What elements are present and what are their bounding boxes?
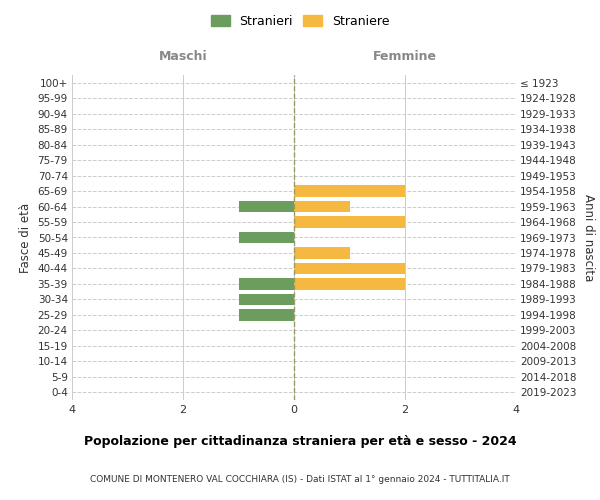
Bar [239,232,294,243]
Bar [239,278,294,289]
Bar [294,262,405,274]
Text: Femmine: Femmine [373,50,437,62]
Y-axis label: Anni di nascita: Anni di nascita [583,194,595,281]
Legend: Stranieri, Straniere: Stranieri, Straniere [207,11,393,32]
Bar [239,294,294,305]
Y-axis label: Fasce di età: Fasce di età [19,202,32,272]
Bar [294,186,405,197]
Bar [294,200,350,212]
Bar [294,247,350,259]
Text: Maschi: Maschi [158,50,208,62]
Bar [294,278,405,289]
Bar [239,309,294,320]
Text: COMUNE DI MONTENERO VAL COCCHIARA (IS) - Dati ISTAT al 1° gennaio 2024 - TUTTITA: COMUNE DI MONTENERO VAL COCCHIARA (IS) -… [90,475,510,484]
Text: Popolazione per cittadinanza straniera per età e sesso - 2024: Popolazione per cittadinanza straniera p… [83,435,517,448]
Bar [294,216,405,228]
Bar [239,200,294,212]
